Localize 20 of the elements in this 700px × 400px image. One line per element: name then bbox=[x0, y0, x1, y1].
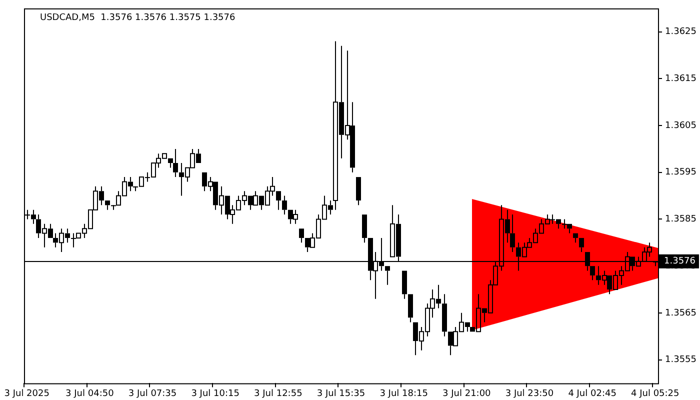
x-tick-label: 3 Jul 07:35 bbox=[128, 388, 177, 399]
x-tick-label: 3 Jul 23:50 bbox=[505, 388, 554, 399]
y-tick-label: 1.3625 bbox=[665, 27, 696, 38]
x-tick-label: 3 Jul 18:15 bbox=[380, 388, 428, 399]
x-tick-label: 3 Jul 12:55 bbox=[254, 388, 302, 399]
x-tick-label: 3 Jul 10:15 bbox=[191, 388, 240, 399]
y-tick-label: 1.3585 bbox=[665, 214, 696, 225]
x-tick-label: 4 Jul 05:25 bbox=[631, 388, 680, 399]
y-tick-label: 1.3605 bbox=[665, 120, 696, 131]
x-tick-label: 3 Jul 21:00 bbox=[442, 388, 492, 399]
y-tick-label: 1.3595 bbox=[665, 168, 696, 178]
y-tick-label: 1.3565 bbox=[665, 308, 696, 318]
x-tick-label: 3 Jul 15:35 bbox=[316, 388, 366, 399]
y-tick-label: 1.3555 bbox=[665, 355, 696, 366]
x-tick-label: 4 Jul 02:45 bbox=[568, 388, 616, 399]
x-tick-label: 3 Jul 04:50 bbox=[66, 388, 114, 399]
y-tick-label: 1.3615 bbox=[665, 74, 696, 84]
text: USDCAD,M5 1.3576 1.3576 1.3575 1.3576 bbox=[40, 13, 236, 24]
x-tick-label: 3 Jul 2025 bbox=[4, 388, 50, 399]
ref-line-label: 1.3576 bbox=[664, 256, 696, 267]
